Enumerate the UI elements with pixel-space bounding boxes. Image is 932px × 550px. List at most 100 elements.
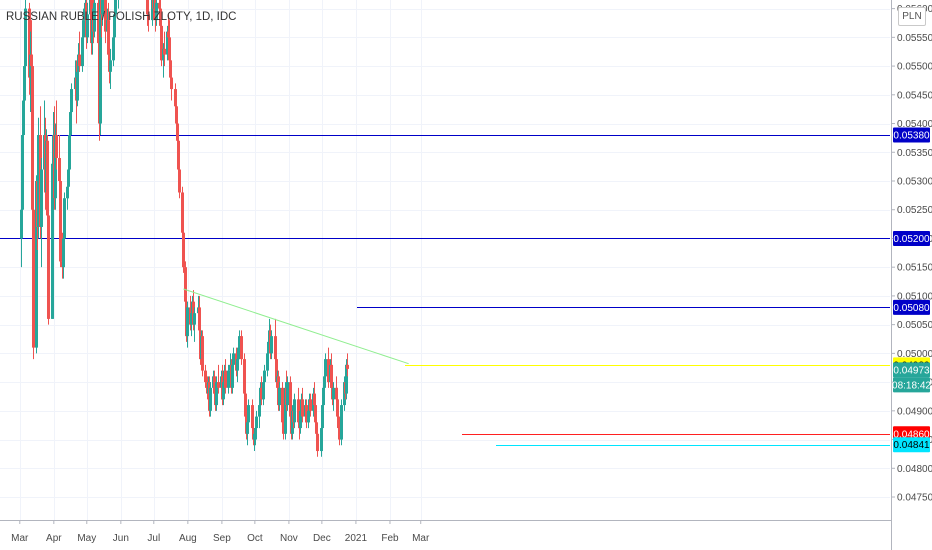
candle-body [59, 180, 62, 262]
candle-body [313, 393, 316, 406]
candle-body [213, 376, 216, 394]
candle-body [217, 382, 220, 388]
time-axis-label: Jun [113, 533, 129, 544]
candle-body [237, 347, 240, 360]
candle-body [168, 37, 171, 61]
candle-body [146, 0, 149, 15]
candle-body [112, 37, 115, 61]
candle-body [320, 428, 323, 452]
candle-body [289, 382, 292, 417]
candle-body [35, 180, 38, 348]
candle-body [232, 353, 235, 365]
candle-body [167, 31, 170, 38]
candle-body [32, 209, 35, 348]
candle-body [301, 399, 304, 417]
level-badge-background [893, 437, 930, 453]
candle-body [155, 2, 158, 21]
candle-body [278, 387, 281, 406]
currency-button[interactable]: PLN [898, 7, 926, 26]
candle-body [284, 387, 287, 434]
countdown-badge: 08:18:42 [892, 377, 931, 393]
candle-body [81, 37, 84, 67]
candle-body [293, 399, 296, 423]
candle-body [170, 77, 173, 90]
candle-body [40, 169, 43, 227]
level-badge: 0.05080 [893, 299, 930, 315]
price-axis-label: 0.05000 [897, 349, 932, 360]
candle-body [327, 359, 330, 383]
candle-body [253, 433, 256, 440]
candle-body [24, 8, 27, 67]
candle-body [99, 0, 102, 124]
trendline[interactable] [183, 288, 409, 365]
candle-body [244, 393, 247, 417]
trendline-group[interactable] [183, 288, 409, 365]
candle-body [286, 382, 289, 406]
level-badge-text: 0.05080 [893, 303, 930, 314]
candle-body [182, 232, 185, 268]
candle-body [70, 89, 73, 113]
candle-body [198, 307, 201, 331]
level-badge: 0.05380 [893, 127, 930, 143]
price-axis-label: 0.04900 [897, 406, 932, 417]
time-axis-label: 2021 [345, 533, 368, 544]
candle-body [147, 14, 150, 21]
candle-body [238, 336, 241, 348]
candle-body [297, 399, 300, 423]
candle-body [247, 405, 250, 423]
level-badge: 0.05200 [893, 230, 930, 246]
level-badge-background [893, 299, 930, 315]
time-axis-label: Nov [280, 533, 298, 544]
price-badges: 0.053800.052000.050800.049800.048600.048… [892, 127, 931, 453]
price-axis-label: 0.04800 [897, 464, 932, 475]
candle-body [68, 135, 71, 170]
candle-body [267, 341, 270, 354]
level-badge-background [893, 127, 930, 143]
time-axis-label: Jul [147, 533, 160, 544]
candle-body [314, 405, 317, 423]
candle-body [58, 158, 61, 181]
candle-body [345, 364, 348, 394]
candle-body [275, 359, 278, 383]
countdown-badge-text: 08:18:42 [892, 380, 931, 391]
candle-body [23, 66, 26, 101]
candle-body [166, 31, 169, 55]
candle-body [336, 399, 339, 417]
candle-body [176, 123, 179, 141]
candle-body [86, 14, 89, 38]
candle-body [109, 60, 112, 72]
candle-body [337, 416, 340, 429]
candle-body [346, 364, 349, 369]
candle-body [178, 169, 181, 193]
candle-body [28, 8, 31, 78]
price-axis-label: 0.05400 [897, 119, 932, 130]
candle-body [215, 382, 218, 406]
candle-body [151, 0, 154, 21]
time-axis-label: Oct [247, 533, 263, 544]
candle-body [177, 140, 180, 170]
candle-body [338, 428, 341, 440]
candle-body [263, 370, 266, 383]
candle-body [254, 428, 257, 434]
time-axis-label: Dec [313, 533, 331, 544]
candle-body [309, 399, 312, 411]
time-axis-label: Sep [213, 533, 231, 544]
candle-body [222, 382, 225, 400]
candle-body [78, 54, 81, 67]
candle-body [20, 209, 23, 239]
horizontal-levels[interactable] [0, 135, 890, 446]
price-axis-label: 0.05050 [897, 320, 932, 331]
candle-body [82, 20, 85, 38]
candle-body [66, 186, 69, 199]
candle-body [169, 60, 172, 78]
candle-body [76, 71, 79, 101]
candle-body [332, 387, 335, 400]
candle-body [54, 135, 57, 199]
candle-body [305, 405, 308, 423]
candle-body [69, 112, 72, 136]
candle-body [330, 364, 333, 388]
last-price-badge: 0.04973 [893, 362, 930, 378]
candle-body [251, 405, 254, 429]
